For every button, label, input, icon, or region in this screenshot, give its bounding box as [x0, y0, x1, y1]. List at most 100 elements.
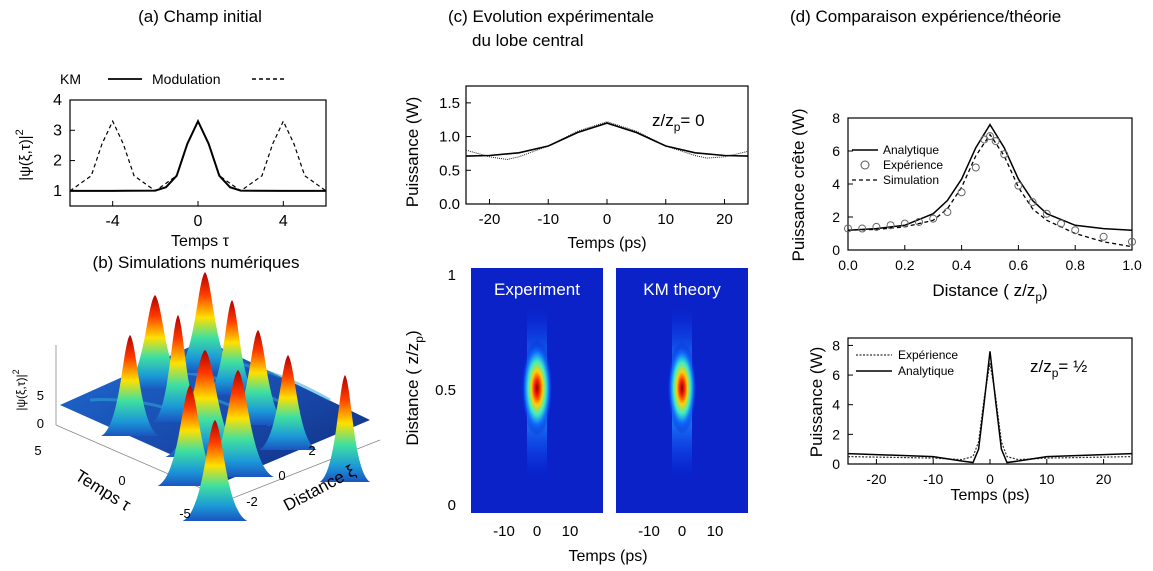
- panel-a-xtick-label: -4: [106, 213, 120, 230]
- panel-d-top-xtick-label: 1.0: [1122, 257, 1142, 273]
- panel-d-top-ytick-label: 2: [832, 209, 840, 225]
- panel-d-bottom-xlabel: Temps (ps): [950, 487, 1029, 504]
- panel-d-annotation: z/zp= ½: [1030, 357, 1087, 380]
- panel-c-map-yticks: 00.51: [435, 267, 456, 514]
- panel-c-top-yticks: 0.0 0.5 1.0 1.5: [439, 95, 471, 213]
- panel-d-bottom-xtick-label: 0: [986, 471, 994, 487]
- panel-c-top-xticks: -20 -10 0 10 20: [479, 199, 733, 228]
- panel-c-xtick-label: 10: [657, 211, 674, 228]
- panel-a-yticks: 1 2 3 4: [53, 92, 75, 200]
- panel-d-analytic-line: [847, 123, 1133, 231]
- panel-b-tau-tick-label: -5: [179, 506, 191, 521]
- panel-d-bottom-xtick-label: -10: [923, 471, 943, 487]
- panel-d-title: (d) Comparaison expérience/théorie: [790, 7, 1061, 26]
- panel-b-peak: [259, 355, 317, 450]
- panel-d-bottom-ytick-label: 2: [832, 426, 840, 442]
- panel-d-bottom-experiment-line: [847, 363, 1133, 461]
- panel-d-experiment-point: [986, 132, 994, 141]
- panel-c-map-ytick-label: 0: [448, 497, 456, 514]
- panel-c-theory-line: [465, 122, 749, 157]
- panel-a-km-line: [70, 118, 326, 192]
- panel-c-xtick-label: 20: [716, 211, 733, 228]
- panel-a-ytick-label: 4: [53, 92, 62, 109]
- panel-b-xi-tick-label: 0: [278, 468, 285, 483]
- panel-b-xi-label: Distance ξ: [280, 461, 359, 515]
- panel-c-annotation: z/zp= 0: [652, 111, 705, 134]
- panel-d-experiment-point: [858, 224, 867, 233]
- panel-d-top-xticks: 0.0 0.2 0.4 0.6 0.8 1.0: [838, 245, 1142, 273]
- panel-c-title-line1: (c) Evolution expérimentale: [448, 7, 654, 26]
- panel-d-simulation-line: [847, 133, 1133, 248]
- panel-c-title-line2: du lobe central: [472, 31, 584, 50]
- panel-d-experiment-point: [971, 163, 980, 172]
- panel-c-map-left-hotspot: [521, 340, 553, 436]
- panel-b-zticks: 05: [37, 388, 44, 431]
- panel-a-xticks: -4 0 4: [106, 201, 288, 230]
- panel-c-top-ylabel: Puissance (W): [403, 97, 422, 208]
- panel-b-peak: [101, 335, 159, 436]
- panel-a-title: (a) Champ initial: [138, 7, 262, 26]
- panel-d-bottom-ytick-label: 0: [832, 456, 840, 472]
- panel-d-top-yticks: 0 2 4 6 8: [832, 110, 853, 258]
- panel-d-top-ytick-label: 8: [832, 110, 840, 126]
- panel-b-xi-tick-label: 2: [308, 443, 315, 458]
- panel-a-xtick-label: 4: [279, 213, 288, 230]
- panel-a-xlabel: Temps τ: [171, 233, 230, 250]
- panel-c-ytick-label: 0.5: [439, 162, 460, 179]
- legend-analytic-label: Analytique: [883, 143, 939, 157]
- panel-c-ytick-label: 1.5: [439, 95, 460, 112]
- panel-d-top-xtick-label: 0.0: [838, 257, 858, 273]
- panel-c-map-xtick-label: 10: [562, 523, 579, 540]
- legend-sim-label: Simulation: [883, 173, 939, 187]
- panel-c-map-xtick-label: 0: [533, 523, 541, 540]
- panel-d-experiment-point: [1057, 219, 1065, 228]
- panel-c-xtick-label: -10: [537, 211, 559, 228]
- panel-d-experiment-point: [1071, 226, 1080, 235]
- legend-bottom-analytic-label: Analytique: [898, 364, 954, 378]
- panel-d-experiment-point: [844, 224, 852, 233]
- panel-b-zlabel: |ψ(ξ,τ)|2: [11, 369, 28, 410]
- panel-d-bottom-ytick-label: 8: [832, 337, 840, 353]
- panel-d-experiment-point: [1000, 150, 1009, 159]
- legend-bottom-exp-label: Expérience: [898, 348, 958, 362]
- panel-c-map-ytick-label: 1: [448, 267, 456, 284]
- panel-c-top-xlabel: Temps (ps): [567, 235, 646, 252]
- panel-d-experiment-point: [872, 222, 881, 231]
- panel-a-ylabel: |ψ(ξ,τ)|2: [14, 129, 34, 180]
- legend-exp-marker: [860, 160, 870, 170]
- panel-c-map-left: Experiment: [471, 268, 603, 513]
- panel-c-map-ytick-label: 0.5: [435, 382, 456, 399]
- panel-a-modulation-line: [69, 119, 327, 192]
- panel-d-top-xtick-label: 0.6: [1009, 257, 1029, 273]
- panel-d-experiment-point: [1014, 181, 1023, 190]
- panel-d-top-xtick-label: 0.4: [952, 257, 972, 273]
- panel-c-map-right-label: KM theory: [643, 280, 721, 299]
- panel-b-title: (b) Simulations numériques: [93, 253, 300, 272]
- panel-c-map-xtick-label: -10: [638, 523, 660, 540]
- panel-c-maps-xlabel: Temps (ps): [568, 548, 647, 565]
- panel-d-top-xtick-label: 0.8: [1065, 257, 1085, 273]
- panel-b-xi-ticks: 2 0 -2: [246, 443, 315, 509]
- panel-b-tau-tick-label: 0: [118, 473, 125, 488]
- panel-d-experiment-point: [929, 214, 938, 223]
- panel-d-top-xtick-label: 0.2: [895, 257, 915, 273]
- panel-d-top-ytick-label: 6: [832, 143, 840, 159]
- panel-b: (b) Simulations numériques 05 |ψ(ξ,τ)|2 …: [11, 253, 381, 521]
- panel-c-xtick-label: 0: [603, 211, 611, 228]
- panel-a-legend-km: KM: [60, 71, 81, 87]
- panel-b-peak: [206, 300, 258, 395]
- panel-d-experiment-point: [915, 217, 923, 226]
- panel-d-bottom-xtick-label: 20: [1096, 471, 1112, 487]
- panel-d-top-ytick-label: 4: [832, 176, 840, 192]
- panel-b-peak: [174, 272, 236, 373]
- panel-d-experiment-point: [957, 188, 966, 197]
- panel-b-peaks: [101, 272, 371, 521]
- panel-c-map-xtick-label: 10: [707, 523, 724, 540]
- panel-a-ytick-label: 3: [53, 122, 62, 139]
- panel-d-experiment-points: [844, 132, 1136, 246]
- panel-a-ytick-label: 1: [53, 183, 62, 200]
- panel-c-map-left-label: Experiment: [494, 280, 580, 299]
- panel-c-xtick-label: -20: [479, 211, 501, 228]
- panel-b-xi-tick-label: -2: [246, 494, 258, 509]
